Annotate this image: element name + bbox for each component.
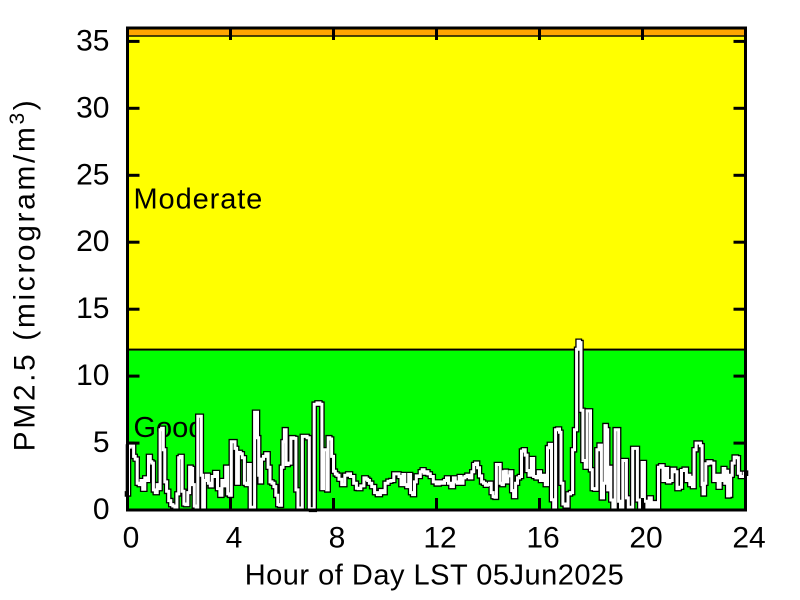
- svg-text:20: 20: [76, 225, 109, 258]
- svg-text:10: 10: [76, 359, 109, 392]
- svg-text:Moderate: Moderate: [134, 184, 264, 216]
- svg-text:5: 5: [93, 426, 110, 459]
- svg-text:Good: Good: [134, 412, 205, 444]
- svg-text:35: 35: [76, 24, 109, 57]
- svg-text:25: 25: [76, 158, 109, 191]
- svg-text:24: 24: [732, 522, 765, 555]
- svg-text:4: 4: [226, 522, 243, 555]
- svg-text:20: 20: [629, 522, 662, 555]
- svg-text:0: 0: [123, 522, 140, 555]
- svg-text:15: 15: [76, 292, 109, 325]
- svg-text:8: 8: [329, 522, 346, 555]
- svg-text:30: 30: [76, 91, 109, 124]
- svg-text:PM2.5 (microgram/m3): PM2.5 (microgram/m3): [6, 98, 42, 452]
- svg-text:Hour of Day LST 05Jun2025: Hour of Day LST 05Jun2025: [245, 560, 625, 592]
- svg-text:12: 12: [423, 522, 456, 555]
- svg-text:16: 16: [526, 522, 559, 555]
- svg-text:0: 0: [93, 493, 110, 526]
